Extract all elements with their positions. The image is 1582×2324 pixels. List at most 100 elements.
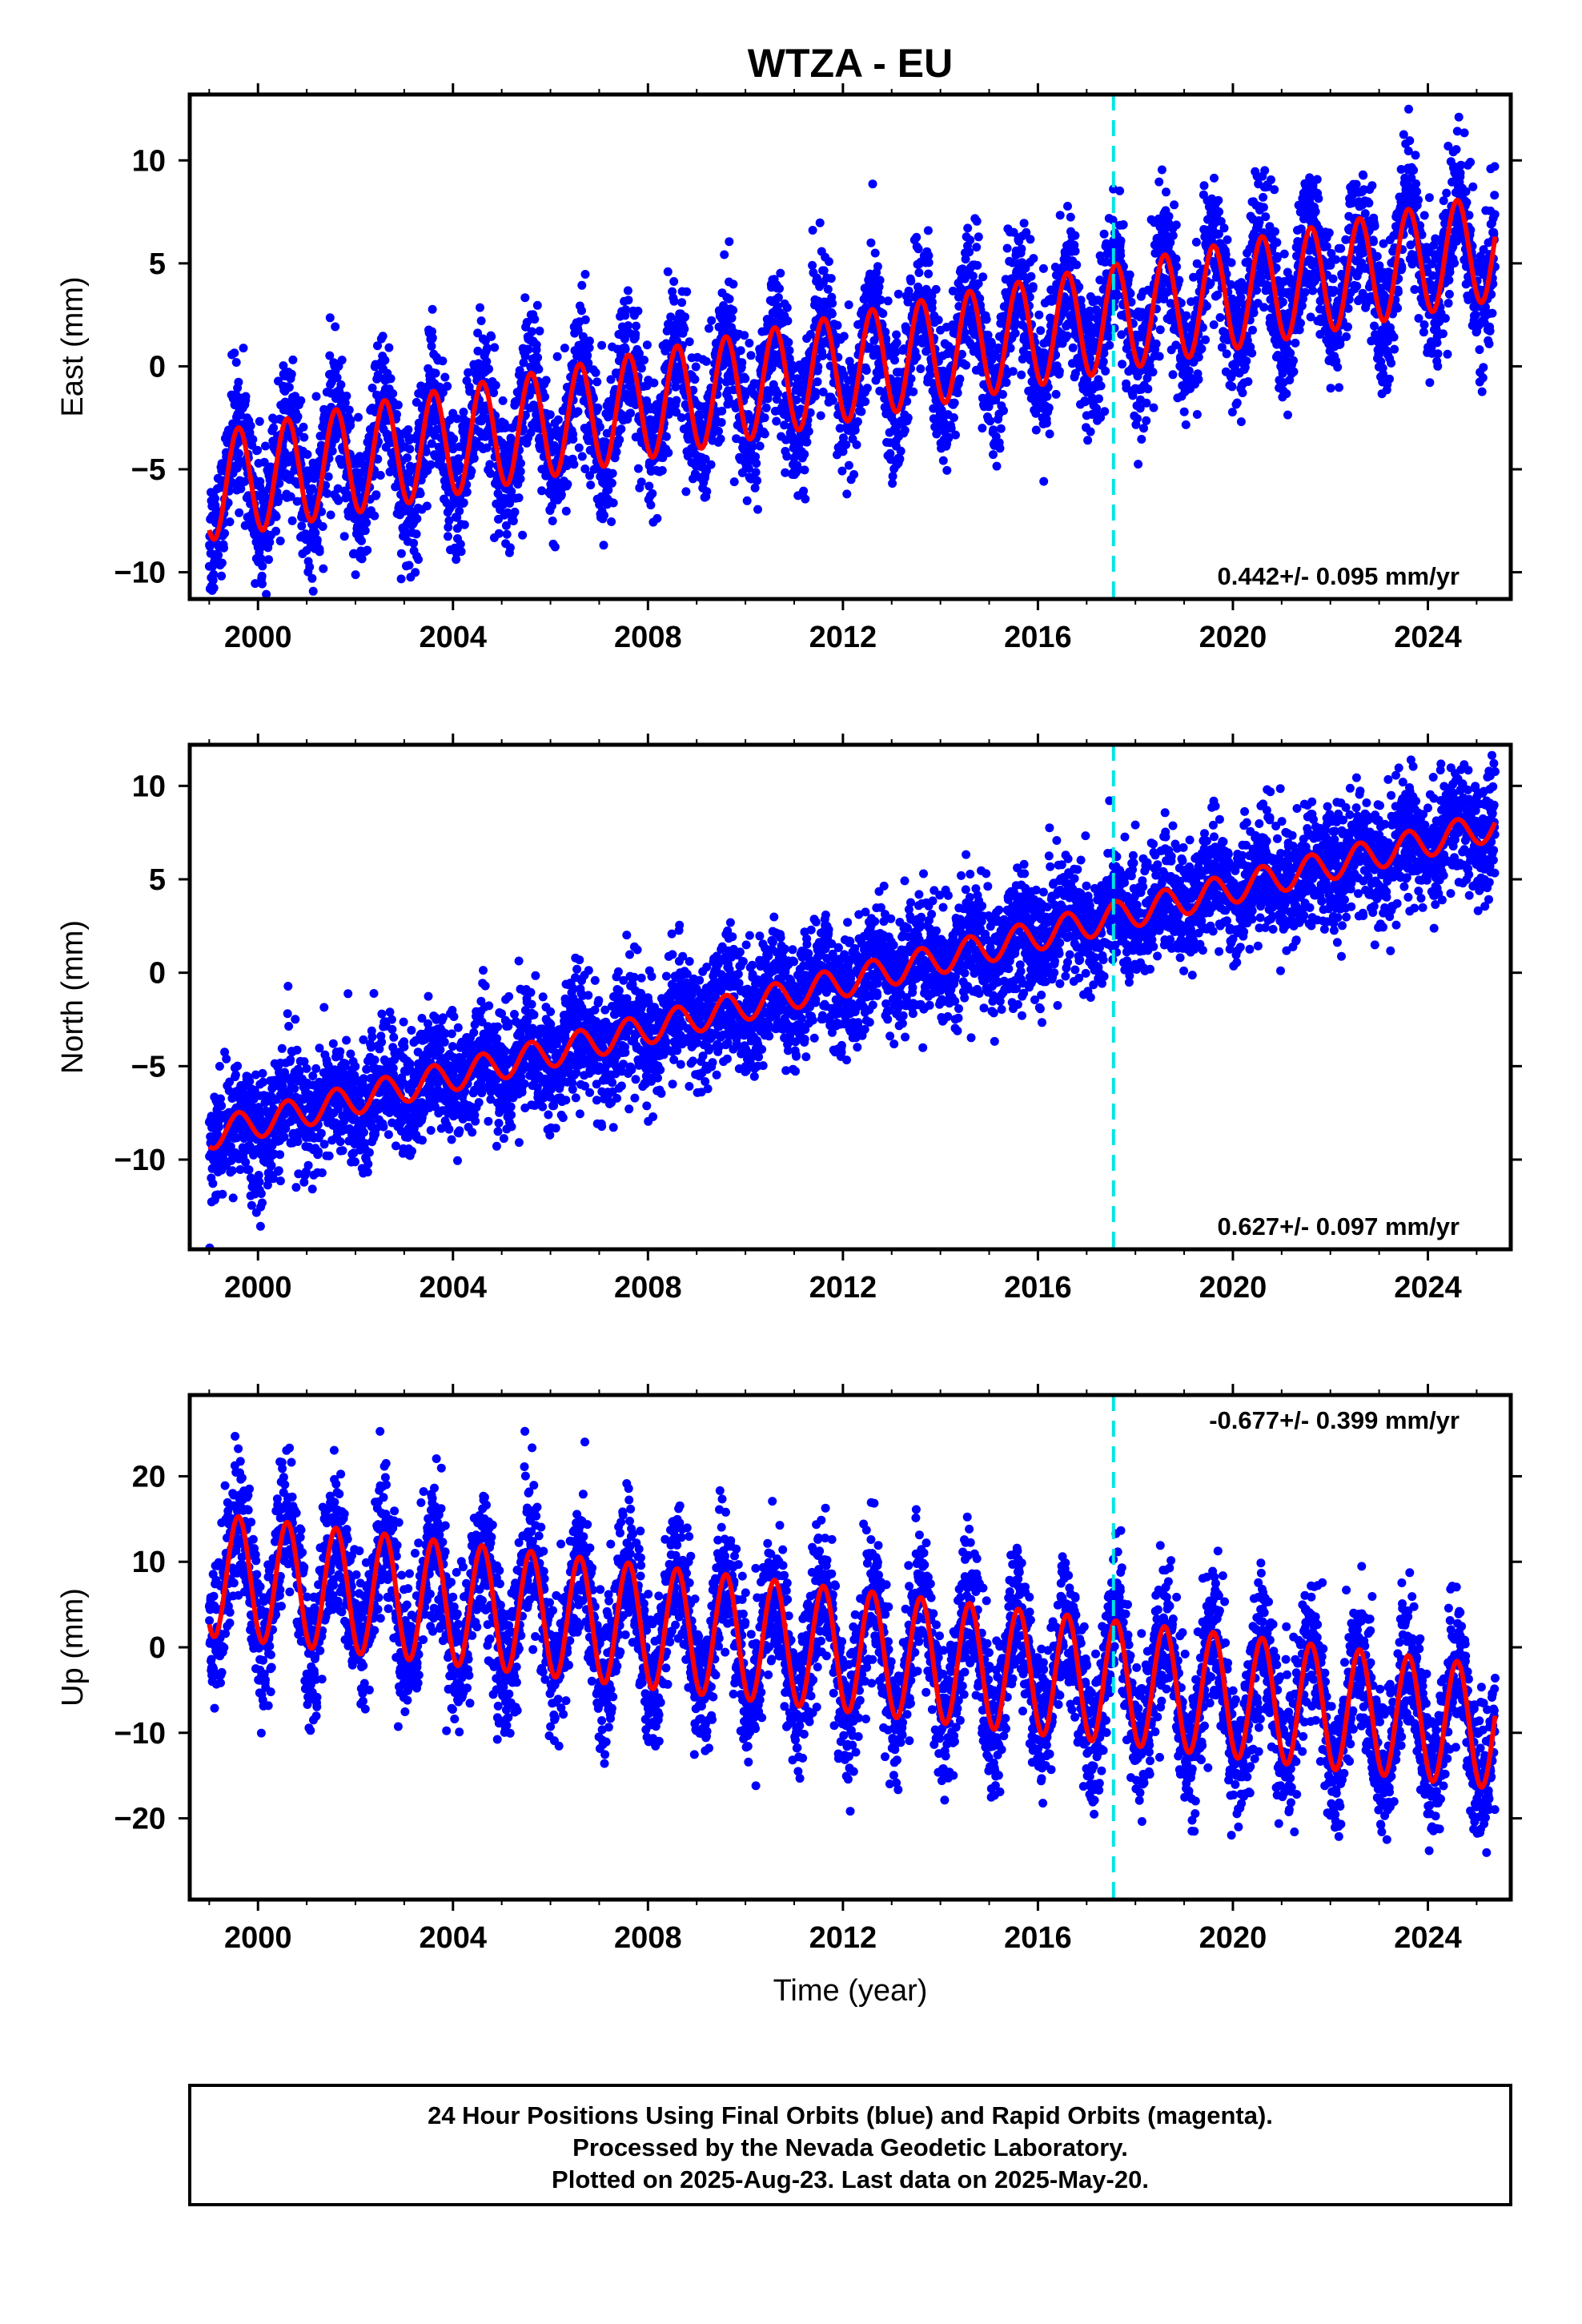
data-point bbox=[1142, 398, 1151, 408]
data-point bbox=[1083, 436, 1093, 445]
data-point bbox=[833, 320, 842, 330]
data-point bbox=[501, 521, 511, 530]
data-point bbox=[515, 366, 524, 376]
data-point bbox=[1162, 187, 1170, 197]
data-point bbox=[1209, 320, 1219, 329]
data-point bbox=[217, 558, 227, 568]
data-point bbox=[828, 299, 837, 308]
data-point bbox=[1270, 185, 1279, 195]
data-point bbox=[323, 489, 332, 498]
data-point bbox=[1142, 416, 1151, 425]
data-point bbox=[966, 235, 975, 245]
data-point bbox=[485, 460, 495, 469]
data-point bbox=[616, 424, 626, 434]
data-point bbox=[459, 498, 468, 508]
data-point bbox=[612, 447, 621, 456]
data-point bbox=[681, 312, 690, 322]
data-point bbox=[422, 501, 432, 511]
data-point bbox=[1019, 219, 1029, 228]
data-point bbox=[286, 492, 295, 501]
data-point bbox=[577, 306, 586, 316]
data-point bbox=[1197, 344, 1207, 353]
data-point bbox=[388, 389, 398, 398]
data-point bbox=[373, 454, 383, 464]
data-point bbox=[287, 369, 296, 379]
data-point bbox=[235, 508, 244, 517]
data-point bbox=[336, 380, 346, 389]
data-point bbox=[861, 397, 870, 406]
data-point bbox=[1017, 370, 1026, 380]
data-point bbox=[1118, 360, 1127, 369]
data-point bbox=[841, 440, 851, 449]
data-point bbox=[816, 411, 825, 420]
data-point bbox=[1098, 357, 1108, 367]
data-point bbox=[344, 405, 354, 415]
data-point bbox=[456, 547, 466, 557]
data-point bbox=[264, 555, 273, 565]
data-point bbox=[972, 216, 982, 226]
data-point bbox=[804, 427, 813, 436]
data-point bbox=[580, 270, 590, 279]
data-point bbox=[1272, 238, 1282, 247]
data-point bbox=[464, 368, 473, 377]
data-point bbox=[514, 493, 524, 503]
data-point bbox=[1170, 200, 1179, 210]
data-point bbox=[584, 336, 594, 346]
data-point bbox=[1168, 231, 1178, 240]
data-point bbox=[240, 521, 250, 530]
data-point bbox=[209, 569, 219, 579]
data-point bbox=[691, 362, 701, 372]
data-point bbox=[524, 390, 534, 400]
data-point bbox=[1222, 349, 1231, 359]
data-point bbox=[844, 300, 853, 310]
data-point bbox=[682, 287, 692, 296]
data-point bbox=[1181, 420, 1191, 429]
data-point bbox=[367, 384, 377, 392]
data-point bbox=[532, 300, 542, 310]
data-point bbox=[717, 418, 726, 427]
data-point bbox=[275, 493, 284, 502]
series-final-orbits bbox=[204, 104, 1500, 599]
data-point bbox=[875, 275, 885, 285]
data-point bbox=[357, 536, 366, 545]
data-point bbox=[729, 477, 739, 487]
data-point bbox=[913, 244, 923, 254]
data-point bbox=[661, 432, 671, 441]
data-point bbox=[1289, 367, 1299, 376]
data-point bbox=[792, 395, 801, 404]
data-point bbox=[1174, 275, 1184, 285]
data-point bbox=[965, 247, 974, 257]
data-point bbox=[545, 410, 555, 420]
data-point bbox=[502, 529, 512, 539]
data-point bbox=[307, 484, 317, 493]
data-point bbox=[1044, 403, 1054, 412]
data-point bbox=[444, 516, 454, 525]
data-point bbox=[824, 257, 833, 267]
data-point bbox=[720, 250, 729, 259]
data-point bbox=[1236, 417, 1246, 427]
data-point bbox=[591, 368, 600, 377]
data-point bbox=[1305, 173, 1315, 183]
data-point bbox=[736, 346, 745, 356]
data-point bbox=[288, 355, 298, 364]
data-point bbox=[305, 562, 315, 572]
data-point bbox=[1039, 476, 1049, 486]
data-point bbox=[444, 522, 453, 532]
data-point bbox=[729, 279, 738, 289]
data-point bbox=[870, 248, 880, 258]
data-point bbox=[963, 223, 973, 233]
data-point bbox=[255, 476, 265, 486]
data-point bbox=[1199, 181, 1209, 191]
data-point bbox=[518, 530, 528, 540]
data-point bbox=[370, 511, 379, 521]
data-point bbox=[1099, 229, 1109, 239]
data-point bbox=[1202, 301, 1211, 311]
data-point bbox=[560, 344, 569, 353]
data-point bbox=[815, 218, 825, 227]
data-point bbox=[1184, 366, 1194, 376]
data-point bbox=[1238, 388, 1247, 397]
data-point bbox=[220, 529, 230, 538]
data-point bbox=[923, 226, 933, 235]
data-point bbox=[646, 501, 656, 510]
data-point bbox=[487, 332, 496, 341]
